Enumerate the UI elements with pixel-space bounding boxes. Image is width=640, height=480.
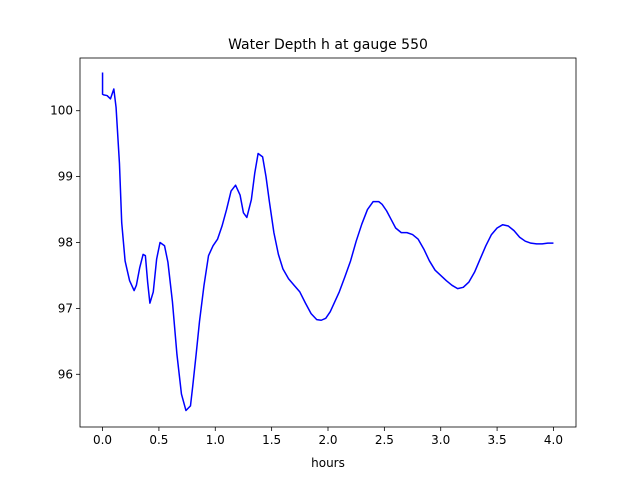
x-tick-label: 4.0	[544, 433, 563, 447]
y-axis-ticks: 96 97 98 99 100	[50, 104, 80, 381]
series-line-0	[101, 72, 554, 412]
x-tick-label: 2.0	[318, 433, 337, 447]
x-tick-label: 0.5	[149, 433, 168, 447]
x-tick-label: 3.0	[431, 433, 450, 447]
x-tick-label: 0.0	[93, 433, 112, 447]
x-tick-label: 1.5	[262, 433, 281, 447]
x-tick-label: 3.5	[488, 433, 507, 447]
y-tick-label: 98	[58, 236, 73, 250]
y-tick-label: 100	[50, 104, 73, 118]
x-tick-label: 1.0	[206, 433, 225, 447]
y-tick-label: 96	[58, 367, 73, 381]
y-tick-label: 97	[58, 301, 73, 315]
chart-title: Water Depth h at gauge 550	[228, 37, 428, 53]
x-axis-ticks: 0.0 0.5 1.0 1.5 2.0 2.5 3.0 3.5 4.0	[93, 427, 563, 447]
x-tick-label: 2.5	[375, 433, 394, 447]
y-tick-label: 99	[58, 170, 73, 184]
x-axis-label: hours	[311, 456, 345, 470]
